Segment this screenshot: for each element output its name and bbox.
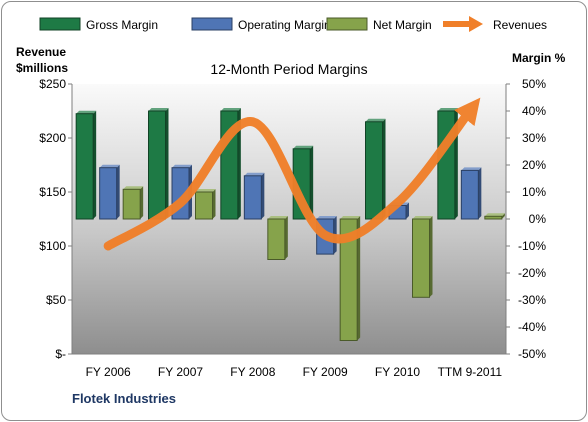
net-margin-bar [339,216,361,341]
gross-margin-bar [75,110,97,220]
revenues-line [103,97,481,251]
left-axis-title-line1: Revenue [16,45,66,59]
legend-arrow [469,16,483,32]
x-axis-tick-label: FY 2008 [230,365,275,379]
net-margin-bar [484,213,505,220]
x-axis-tick-label: FY 2010 [375,365,420,379]
operating-margin-bar [99,164,120,220]
right-axis-tick-label: -10% [518,239,546,253]
left-axis-tick-label: $100 [39,239,66,253]
legend-label: Revenues [493,18,547,32]
legend-item-operating-margin: Operating Margin [191,17,331,32]
legend-label: Net Margin [373,18,432,32]
x-axis-tick-label: FY 2009 [303,365,348,379]
gross-margin-bar [148,108,169,220]
x-axis-tick-label: FY 2006 [86,365,131,379]
right-axis-tick-label: -30% [518,293,546,307]
source-label: Flotek Industries [72,391,176,406]
right-axis-tick-label: -20% [518,266,546,280]
net-margin-bar [122,186,144,220]
right-axis-tick-label: 30% [522,131,546,145]
left-axis-tick-label: $200 [39,131,66,145]
legend-swatch [191,17,233,31]
right-axis-tick-label: 20% [522,158,546,172]
x-axis-tick-label: FY 2007 [158,365,203,379]
net-margin-bar [267,216,288,260]
x-axis-tick-label: TTM 9-2011 [438,365,503,379]
left-axis-title-line2: $millions [16,61,68,75]
net-margin-bar [195,189,216,220]
left-axis-tick-label: $150 [39,185,66,199]
right-axis-tick-label: 10% [522,185,546,199]
legend-label: Operating Margin [238,18,331,32]
operating-margin-bar [460,167,482,220]
left-axis-tick-label: $250 [39,77,66,91]
chart-title: 12-Month Period Margins [210,61,367,77]
plot-area [72,84,506,354]
right-axis-title: Margin % [512,51,566,65]
right-axis-tick-label: 40% [522,104,546,118]
gross-margin-bar [365,118,386,220]
right-axis-tick-label: 0% [529,212,547,226]
net-margin-bar [412,216,433,298]
legend-item-revenues: Revenues [443,16,547,32]
legend-item-net-margin: Net Margin [326,17,432,32]
legend-label: Gross Margin [86,18,158,32]
legend-swatch [39,17,81,31]
operating-margin-bar [243,172,265,220]
left-axis-tick-label: $- [55,347,66,361]
legend-swatch [326,17,368,31]
right-axis-tick-label: 50% [522,77,546,91]
left-axis-tick-label: $50 [46,293,66,307]
legend-item-gross-margin: Gross Margin [39,17,158,32]
right-axis-tick-label: -50% [518,347,546,361]
right-axis-tick-label: -40% [518,320,546,334]
